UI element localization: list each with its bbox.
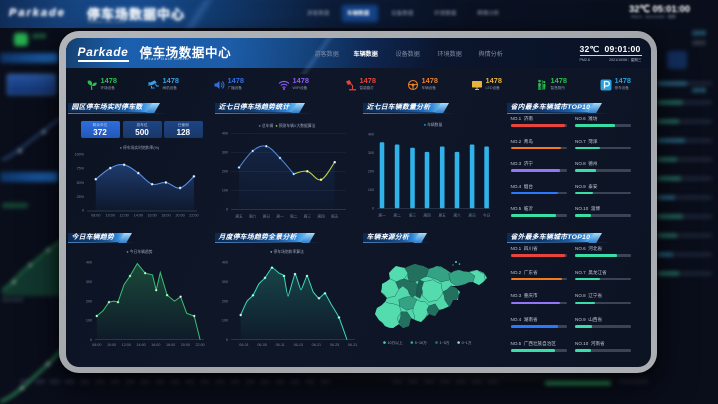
svg-text:12:00: 12:00	[121, 343, 130, 347]
svg-text:16:00: 16:00	[151, 343, 160, 347]
svg-text:200: 200	[367, 169, 373, 173]
svg-text:5~10万: 5~10万	[414, 341, 426, 345]
svg-text:周二: 周二	[393, 212, 401, 217]
svg-text:10万以上: 10万以上	[387, 340, 402, 345]
svg-text:周二: 周二	[290, 213, 298, 218]
svg-text:周四: 周四	[317, 213, 325, 218]
svg-text:100%: 100%	[74, 152, 84, 156]
svg-text:06-31: 06-31	[347, 343, 356, 347]
svg-text:0: 0	[89, 338, 91, 342]
svg-text:12:00: 12:00	[119, 213, 128, 217]
svg-text:20:00: 20:00	[180, 343, 189, 347]
svg-text:100: 100	[221, 318, 227, 322]
svg-text:1~5万: 1~5万	[439, 341, 449, 345]
svg-text:300: 300	[85, 280, 91, 284]
svg-text:周一: 周一	[276, 213, 284, 218]
svg-text:200: 200	[85, 299, 91, 303]
svg-text:25%: 25%	[76, 195, 84, 199]
svg-text:06-21: 06-21	[311, 343, 320, 347]
svg-text:16:00: 16:00	[147, 213, 156, 217]
svg-text:0~1万: 0~1万	[461, 341, 471, 345]
svg-text:周五: 周五	[235, 213, 243, 218]
svg-text:100: 100	[85, 318, 91, 322]
svg-text:周五: 周五	[438, 212, 446, 217]
svg-text:75%: 75%	[76, 167, 84, 171]
svg-text:06-25: 06-25	[329, 343, 338, 347]
svg-text:周三: 周三	[303, 213, 311, 218]
svg-text:周日: 周日	[262, 213, 270, 218]
svg-text:06-05: 06-05	[257, 343, 266, 347]
svg-text:14:00: 14:00	[136, 343, 145, 347]
svg-text:18:00: 18:00	[165, 343, 174, 347]
svg-text:18:00: 18:00	[161, 213, 170, 217]
svg-text:周日: 周日	[468, 212, 476, 217]
svg-text:400: 400	[367, 132, 373, 136]
svg-text:300: 300	[367, 151, 373, 155]
svg-text:周一: 周一	[378, 212, 386, 217]
svg-text:08:00: 08:00	[92, 343, 101, 347]
svg-text:22:00: 22:00	[189, 213, 198, 217]
svg-text:06-11: 06-11	[275, 343, 284, 347]
svg-text:0: 0	[225, 338, 227, 342]
svg-text:0: 0	[371, 206, 373, 210]
svg-text:50%: 50%	[76, 181, 84, 185]
svg-text:400: 400	[221, 131, 227, 135]
svg-text:300: 300	[221, 280, 227, 284]
svg-text:22:00: 22:00	[195, 343, 204, 347]
svg-text:100: 100	[221, 188, 227, 192]
svg-text:20:00: 20:00	[175, 213, 184, 217]
svg-text:周四: 周四	[423, 212, 431, 217]
svg-text:周六: 周六	[249, 213, 257, 218]
svg-text:周五: 周五	[331, 213, 339, 218]
svg-text:10:00: 10:00	[106, 343, 115, 347]
svg-text:0: 0	[81, 209, 83, 213]
svg-text:06-15: 06-15	[293, 343, 302, 347]
svg-text:08:00: 08:00	[91, 213, 100, 217]
svg-text:400: 400	[85, 260, 91, 264]
svg-text:10:00: 10:00	[105, 213, 114, 217]
svg-text:14:00: 14:00	[133, 213, 142, 217]
svg-text:200: 200	[221, 299, 227, 303]
svg-text:今日: 今日	[482, 212, 490, 217]
svg-text:400: 400	[221, 260, 227, 264]
svg-text:0: 0	[225, 207, 227, 211]
svg-text:06-01: 06-01	[239, 343, 248, 347]
svg-text:200: 200	[221, 169, 227, 173]
svg-text:周三: 周三	[408, 212, 416, 217]
svg-text:100: 100	[367, 188, 373, 192]
svg-text:300: 300	[221, 150, 227, 154]
svg-text:周六: 周六	[453, 212, 461, 217]
